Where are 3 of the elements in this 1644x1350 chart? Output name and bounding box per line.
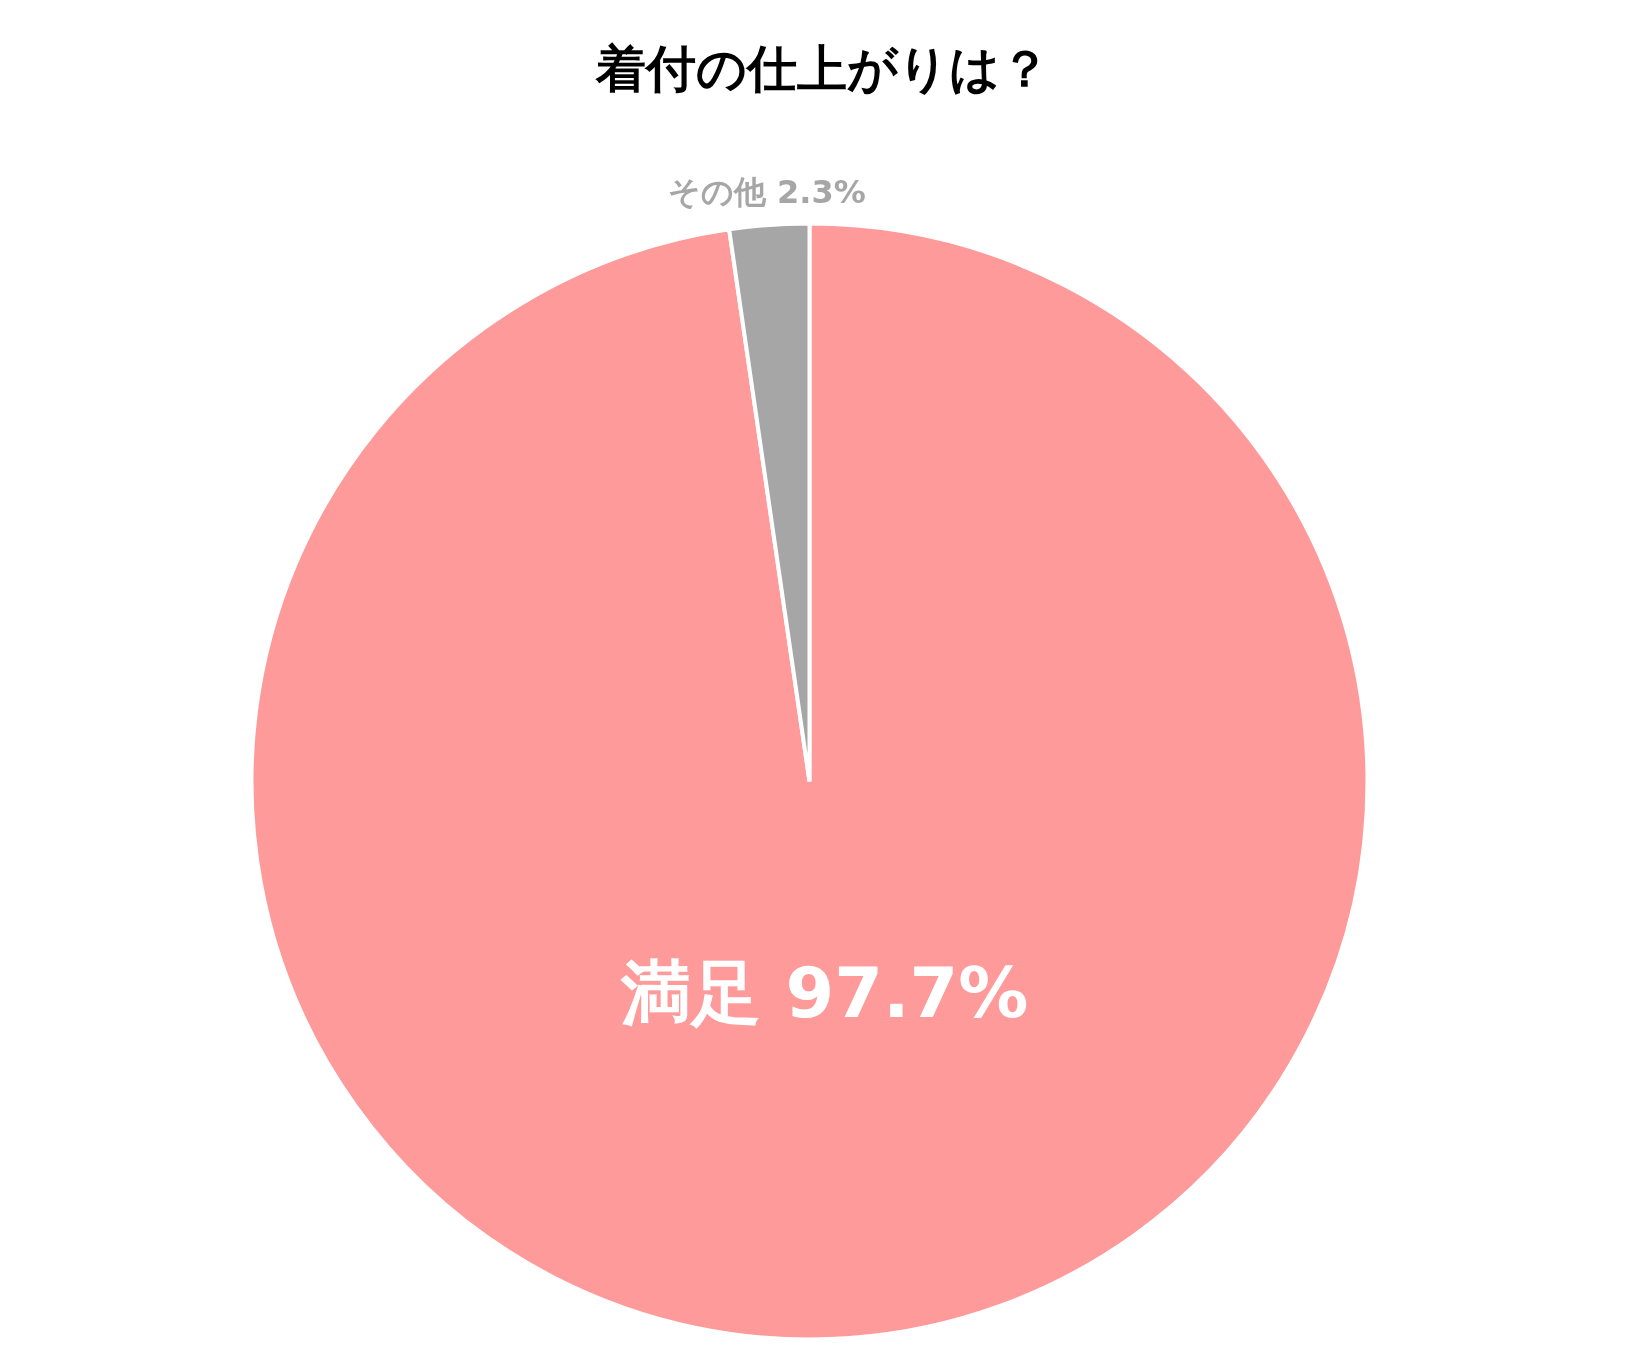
chart-title: 着付の仕上がりは？ xyxy=(594,39,1050,98)
slice-label: その他 2.3% xyxy=(667,172,866,211)
slice-label: 満足 97.7% xyxy=(620,951,1029,1034)
